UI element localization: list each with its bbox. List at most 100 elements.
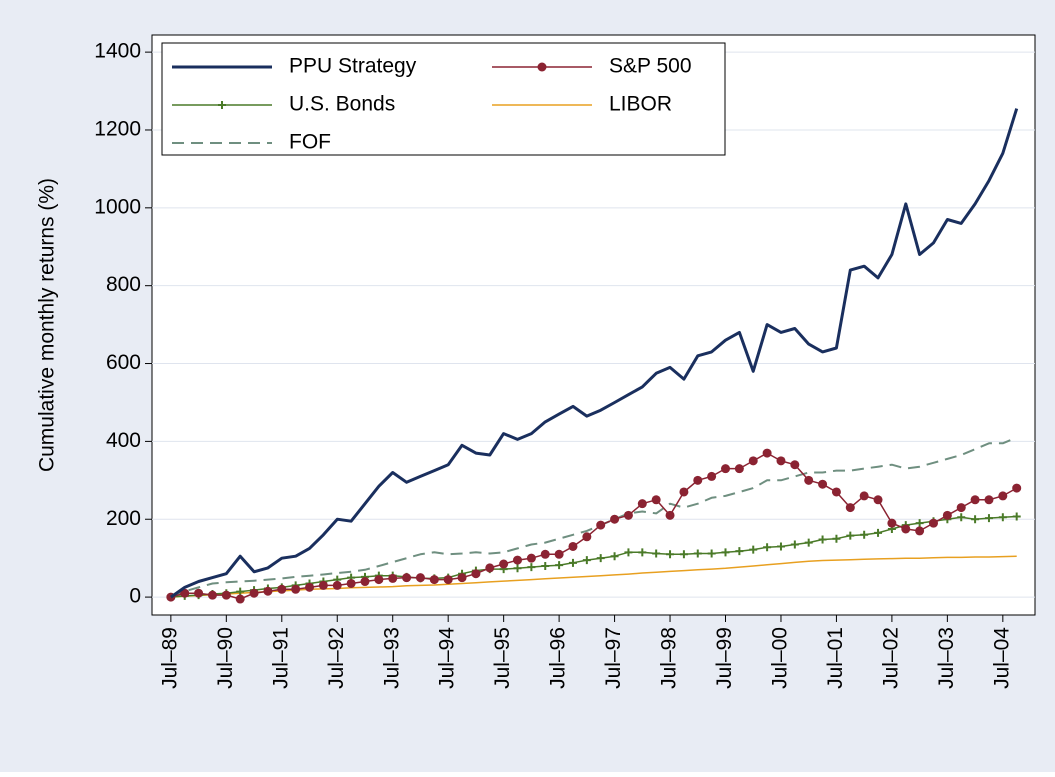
marker — [735, 547, 744, 556]
marker — [748, 456, 758, 466]
marker — [860, 530, 869, 539]
marker — [318, 580, 328, 590]
y-tick-label: 0 — [129, 585, 141, 608]
marker — [582, 556, 591, 565]
marker — [762, 448, 772, 458]
marker — [721, 464, 731, 474]
marker — [402, 573, 412, 583]
y-tick-label: 600 — [106, 351, 141, 374]
x-tick-label: Jul–03 — [935, 627, 958, 689]
x-tick-label: Jul–90 — [214, 627, 237, 689]
marker — [263, 586, 273, 596]
marker — [818, 479, 828, 489]
marker — [527, 563, 536, 572]
marker — [901, 524, 911, 534]
x-tick-label: Jul–01 — [824, 627, 847, 689]
legend-label: LIBOR — [609, 93, 672, 116]
marker — [693, 475, 703, 485]
marker — [734, 464, 744, 474]
marker — [540, 549, 550, 559]
marker — [638, 548, 647, 557]
marker — [554, 549, 564, 559]
marker — [970, 495, 980, 505]
marker — [846, 531, 855, 540]
series-line — [170, 108, 1019, 599]
marker — [346, 578, 356, 588]
marker — [596, 520, 606, 530]
marker — [1012, 483, 1022, 493]
marker — [623, 510, 633, 520]
marker — [596, 554, 605, 563]
marker — [332, 580, 342, 590]
marker — [194, 588, 204, 598]
marker — [693, 549, 702, 558]
marker — [776, 542, 785, 551]
y-tick-label: 800 — [106, 273, 141, 296]
marker — [360, 577, 370, 587]
legend-label: S&P 500 — [609, 55, 692, 78]
x-tick-label: Jul–98 — [658, 627, 681, 689]
marker — [236, 587, 245, 596]
x-tick-label: Jul–89 — [158, 627, 181, 689]
marker — [707, 549, 716, 558]
marker — [513, 555, 523, 565]
marker — [249, 588, 259, 598]
legend-box — [161, 42, 726, 156]
marker — [443, 575, 453, 585]
legend-label: FOF — [289, 131, 331, 154]
x-tick-label: Jul–04 — [990, 627, 1013, 689]
marker — [555, 561, 564, 570]
marker — [984, 514, 993, 523]
x-tick-label: Jul–92 — [325, 627, 348, 689]
marker — [582, 532, 592, 542]
y-tick-label: 400 — [106, 429, 141, 452]
marker — [915, 519, 924, 528]
marker — [568, 541, 578, 551]
marker — [305, 582, 315, 592]
legend-marker — [218, 101, 226, 109]
marker — [541, 561, 550, 570]
marker — [873, 495, 883, 505]
marker — [221, 590, 231, 600]
y-axis-title: Cumulative monthly returns (%) — [36, 178, 59, 472]
marker — [831, 487, 841, 497]
marker — [763, 543, 772, 552]
y-tick-label: 1400 — [94, 40, 141, 63]
x-tick-label: Jul–02 — [879, 627, 902, 689]
marker — [374, 575, 384, 585]
y-tick-label: 200 — [106, 507, 141, 530]
marker — [568, 558, 577, 567]
marker — [790, 460, 800, 470]
x-tick-label: Jul–93 — [380, 627, 403, 689]
marker — [610, 514, 620, 524]
marker — [610, 552, 619, 561]
marker — [887, 518, 897, 528]
marker — [998, 491, 1008, 501]
marker — [526, 553, 536, 563]
marker — [637, 499, 647, 509]
marker — [721, 548, 730, 557]
marker — [652, 549, 661, 558]
legend-label: U.S. Bonds — [289, 93, 395, 116]
marker — [651, 495, 661, 505]
marker — [665, 510, 675, 520]
marker — [429, 575, 439, 585]
x-tick-label: Jul–95 — [491, 627, 514, 689]
marker — [874, 528, 883, 537]
marker — [804, 475, 814, 485]
x-tick-label: Jul–99 — [713, 627, 736, 689]
marker — [984, 495, 994, 505]
marker — [971, 515, 980, 524]
marker — [790, 540, 799, 549]
marker — [499, 559, 509, 569]
x-tick-label: Jul–94 — [436, 627, 459, 689]
y-tick-label: 1200 — [94, 118, 141, 141]
legend: PPU Strategy S&P 500 U.S. Bonds LIBOR FOF — [161, 42, 726, 156]
marker — [291, 584, 301, 594]
marker — [1012, 512, 1021, 521]
marker — [776, 456, 786, 466]
marker — [679, 487, 689, 497]
marker — [180, 588, 190, 598]
marker — [749, 545, 758, 554]
